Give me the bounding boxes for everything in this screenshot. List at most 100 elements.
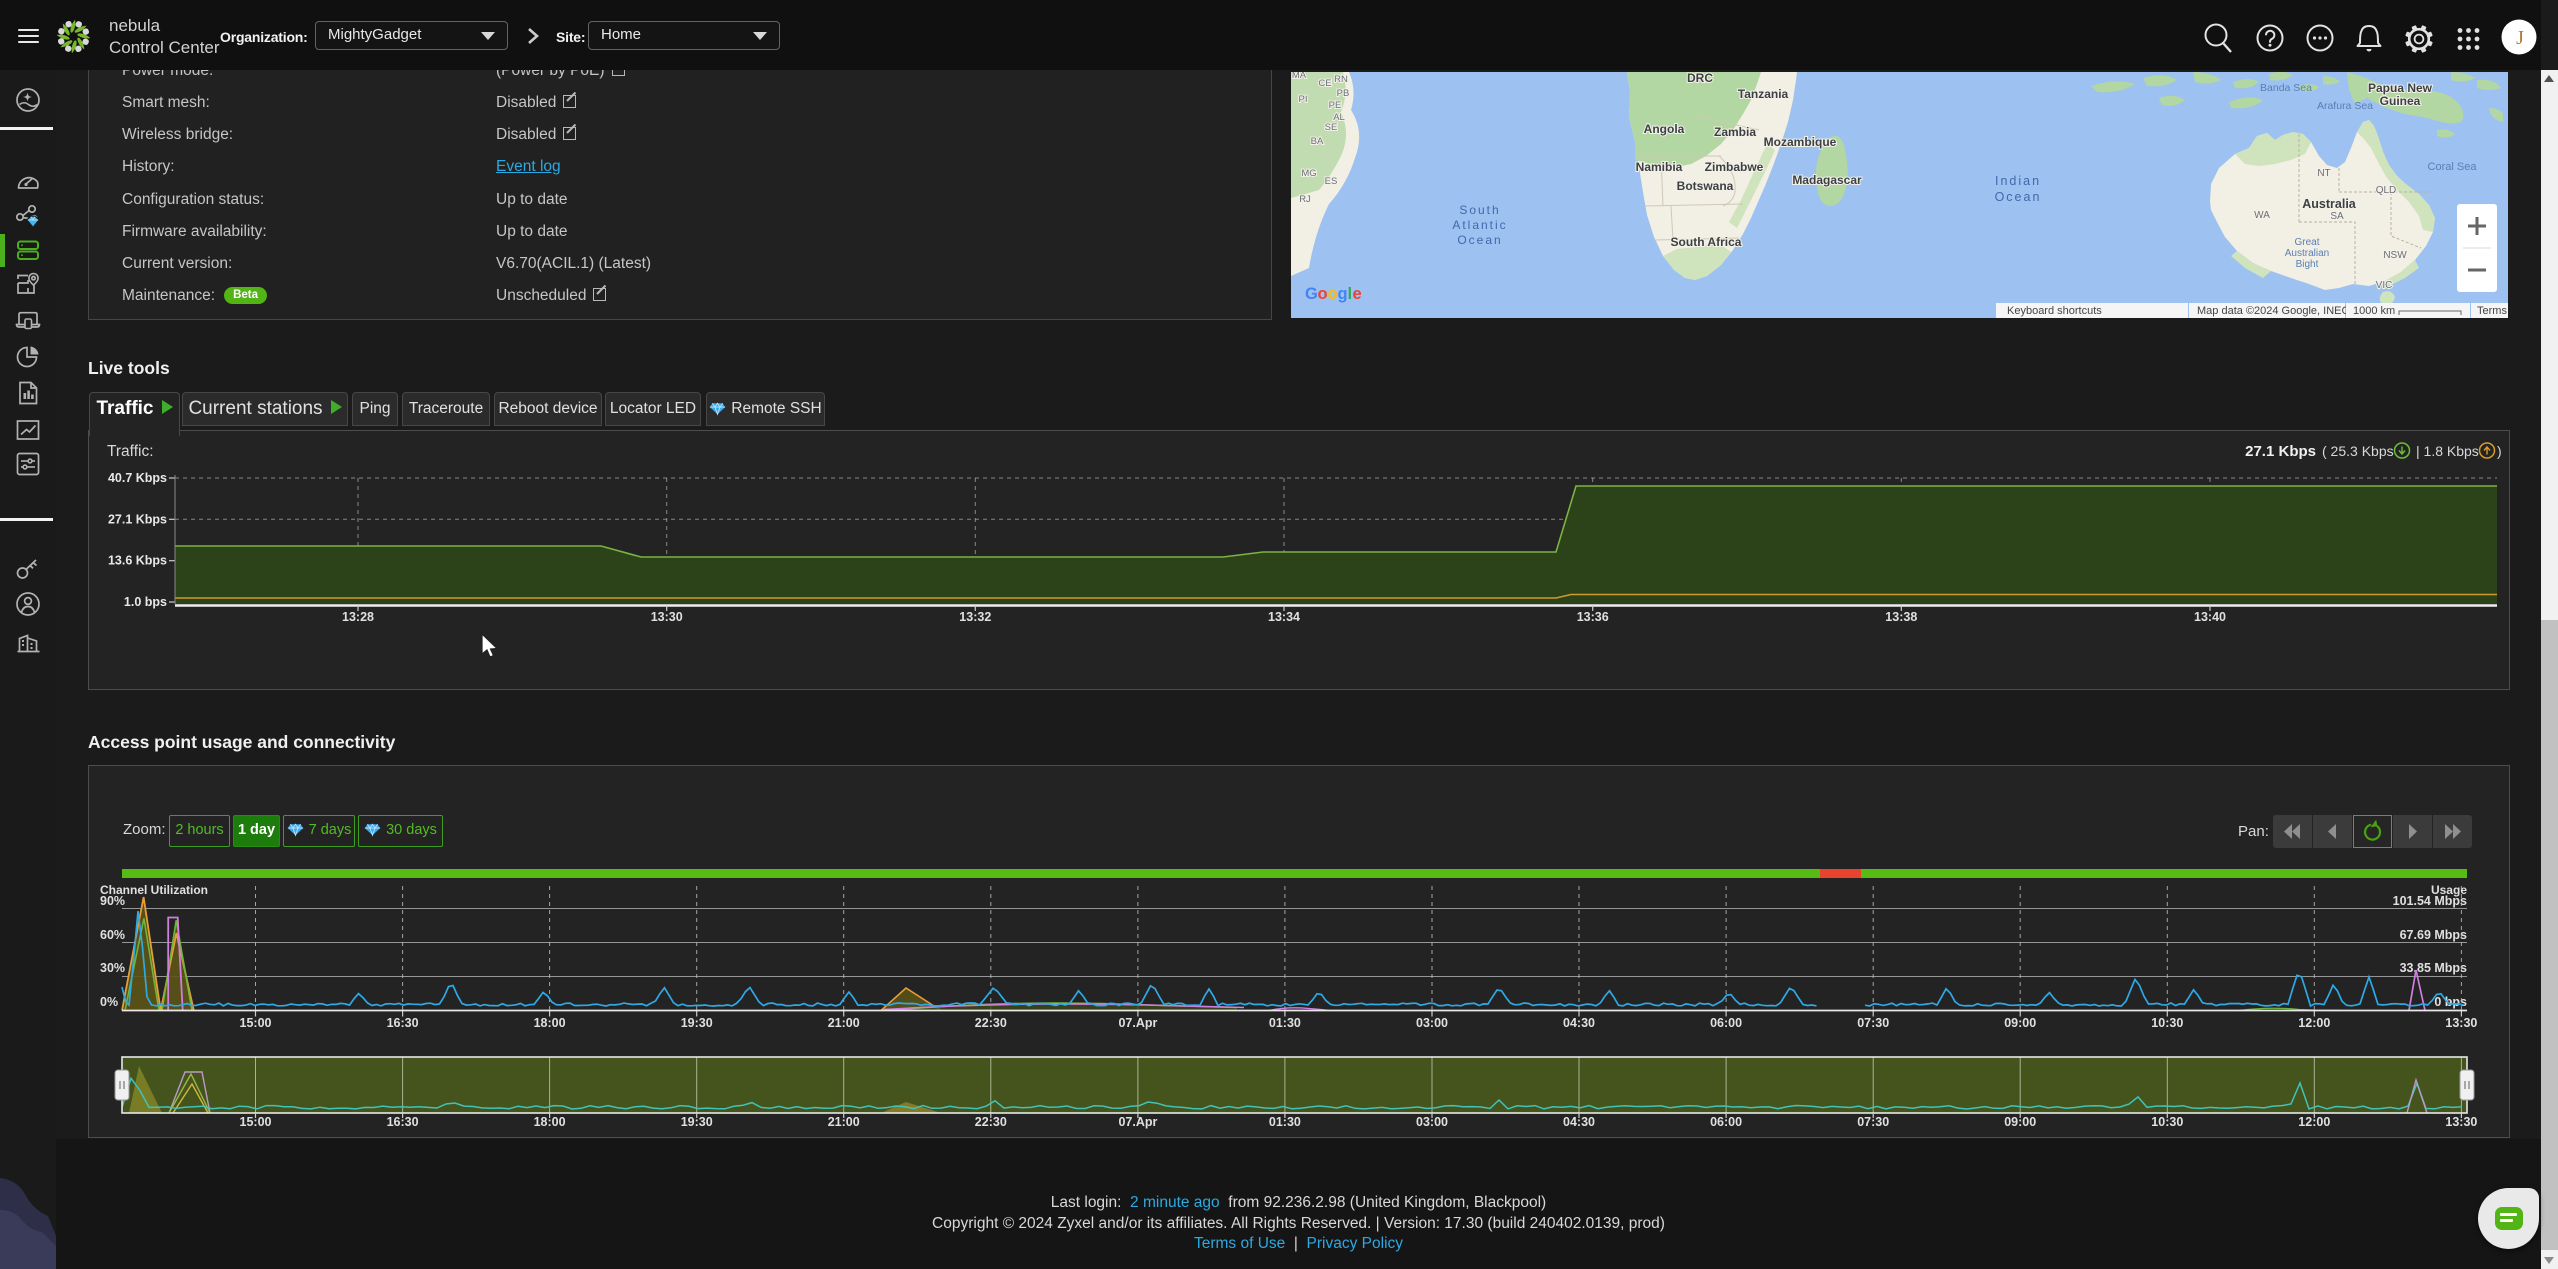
svg-text:J: J xyxy=(2516,27,2524,49)
svg-text:| 1.8 Kbps: | 1.8 Kbps xyxy=(2416,443,2479,459)
svg-text:04:30: 04:30 xyxy=(1563,1016,1595,1030)
svg-text:SA: SA xyxy=(2330,211,2344,222)
svg-text:Mozambique: Mozambique xyxy=(1764,135,1837,149)
svg-text:15:00: 15:00 xyxy=(240,1115,272,1129)
svg-text:101.54 Mbps: 101.54 Mbps xyxy=(2393,894,2467,908)
svg-text:VIC: VIC xyxy=(2376,280,2393,291)
svg-text:13:30: 13:30 xyxy=(651,610,683,624)
svg-text:NSW: NSW xyxy=(2383,250,2407,261)
svg-text:06:00: 06:00 xyxy=(1710,1016,1742,1030)
svg-text:15:00: 15:00 xyxy=(240,1016,272,1030)
svg-text:ES: ES xyxy=(1325,176,1338,187)
svg-text:21:00: 21:00 xyxy=(828,1016,860,1030)
svg-text:Coral Sea: Coral Sea xyxy=(2428,161,2478,173)
svg-text:MG: MG xyxy=(1301,168,1316,179)
svg-text:G: G xyxy=(1305,285,1318,303)
svg-text:12:00: 12:00 xyxy=(2298,1016,2330,1030)
svg-text:06:00: 06:00 xyxy=(1710,1115,1742,1129)
svg-text:30%: 30% xyxy=(100,961,125,975)
svg-text:09:00: 09:00 xyxy=(2004,1115,2036,1129)
svg-text:Papua New: Papua New xyxy=(2368,81,2433,95)
svg-text:18:00: 18:00 xyxy=(534,1016,566,1030)
svg-text:o: o xyxy=(1318,285,1328,303)
svg-text:WA: WA xyxy=(2254,210,2270,221)
svg-text:22:30: 22:30 xyxy=(975,1115,1007,1129)
svg-text:Ocean: Ocean xyxy=(1457,233,1502,247)
svg-text:40.7 Kbps: 40.7 Kbps xyxy=(108,471,167,485)
svg-text:90%: 90% xyxy=(100,894,125,908)
svg-text:Namibia: Namibia xyxy=(1636,160,1683,174)
svg-text:Angola: Angola xyxy=(1644,122,1685,136)
svg-text:13:40: 13:40 xyxy=(2194,610,2226,624)
svg-text:Indian: Indian xyxy=(1995,174,2041,188)
svg-text:RJ: RJ xyxy=(1299,194,1311,205)
svg-text:l: l xyxy=(1348,285,1353,303)
svg-text:01:30: 01:30 xyxy=(1269,1016,1301,1030)
svg-text:13:28: 13:28 xyxy=(342,610,374,624)
svg-text:Botswana: Botswana xyxy=(1677,179,1734,193)
svg-text:04:30: 04:30 xyxy=(1563,1115,1595,1129)
svg-text:Bight: Bight xyxy=(2296,259,2319,270)
svg-text:13.6 Kbps: 13.6 Kbps xyxy=(108,554,167,568)
svg-text:10:30: 10:30 xyxy=(2151,1115,2183,1129)
svg-text:27.1 Kbps: 27.1 Kbps xyxy=(2245,443,2316,460)
svg-text:1.0 bps: 1.0 bps xyxy=(124,595,167,609)
svg-text:16:30: 16:30 xyxy=(387,1016,419,1030)
svg-text:60%: 60% xyxy=(100,928,125,942)
svg-text:Atlantic: Atlantic xyxy=(1452,218,1507,232)
svg-text:03:00: 03:00 xyxy=(1416,1016,1448,1030)
svg-text:Channel Utilization: Channel Utilization xyxy=(100,883,208,897)
svg-text:Tanzania: Tanzania xyxy=(1738,87,1789,101)
svg-text:e: e xyxy=(1353,285,1362,303)
svg-text:AL: AL xyxy=(1333,112,1345,123)
svg-text:Arafura Sea: Arafura Sea xyxy=(2317,100,2373,112)
svg-text:13:36: 13:36 xyxy=(1577,610,1609,624)
svg-text:22:30: 22:30 xyxy=(975,1016,1007,1030)
svg-text:03:00: 03:00 xyxy=(1416,1115,1448,1129)
svg-text:NT: NT xyxy=(2317,168,2330,179)
svg-text:07.Apr: 07.Apr xyxy=(1118,1016,1157,1030)
svg-text:o: o xyxy=(1328,285,1338,303)
svg-text:MA: MA xyxy=(1292,72,1307,81)
svg-text:19:30: 19:30 xyxy=(681,1115,713,1129)
svg-text:Zambia: Zambia xyxy=(1714,125,1756,139)
svg-text:QLD: QLD xyxy=(2376,185,2397,196)
svg-text:13:30: 13:30 xyxy=(2445,1016,2477,1030)
svg-text:07:30: 07:30 xyxy=(1857,1115,1889,1129)
svg-text:09:00: 09:00 xyxy=(2004,1016,2036,1030)
svg-text:33.85 Mbps: 33.85 Mbps xyxy=(2400,961,2467,975)
svg-text:PE: PE xyxy=(1329,100,1342,111)
svg-text:13:30: 13:30 xyxy=(2445,1115,2477,1129)
svg-text:PI: PI xyxy=(1299,94,1308,105)
svg-text:10:30: 10:30 xyxy=(2151,1016,2183,1030)
svg-text:Map data ©2024 Google, INEGI: Map data ©2024 Google, INEGI xyxy=(2197,305,2353,317)
svg-text:13:32: 13:32 xyxy=(959,610,991,624)
svg-text:Usage: Usage xyxy=(2431,883,2467,897)
svg-text:Keyboard shortcuts: Keyboard shortcuts xyxy=(2007,305,2102,317)
svg-text:0%: 0% xyxy=(100,995,118,1009)
svg-text:21:00: 21:00 xyxy=(828,1115,860,1129)
svg-text:DRC: DRC xyxy=(1687,72,1713,85)
svg-text:( 25.3 Kbps: ( 25.3 Kbps xyxy=(2322,443,2394,459)
svg-text:South Africa: South Africa xyxy=(1671,235,1742,249)
svg-text:07:30: 07:30 xyxy=(1857,1016,1889,1030)
svg-text:19:30: 19:30 xyxy=(681,1016,713,1030)
svg-text:CE: CE xyxy=(1318,78,1331,89)
svg-text:Australian: Australian xyxy=(2285,248,2329,259)
svg-text:13:34: 13:34 xyxy=(1268,610,1300,624)
svg-text:South: South xyxy=(1459,203,1500,217)
svg-text:67.69 Mbps: 67.69 Mbps xyxy=(2400,928,2467,942)
svg-text:Madagascar: Madagascar xyxy=(1792,173,1862,187)
svg-text:13:38: 13:38 xyxy=(1885,610,1917,624)
svg-text:12:00: 12:00 xyxy=(2298,1115,2330,1129)
svg-text:PB: PB xyxy=(1337,88,1350,99)
svg-text:BA: BA xyxy=(1311,136,1324,147)
svg-text:Guinea: Guinea xyxy=(2380,94,2421,108)
svg-text:g: g xyxy=(1338,285,1348,303)
svg-text:07.Apr: 07.Apr xyxy=(1118,1115,1157,1129)
svg-text:Terms: Terms xyxy=(2477,305,2507,317)
svg-text:Zimbabwe: Zimbabwe xyxy=(1705,160,1764,174)
svg-text:Great: Great xyxy=(2294,237,2319,248)
svg-text:16:30: 16:30 xyxy=(387,1115,419,1129)
svg-text:Banda Sea: Banda Sea xyxy=(2260,82,2312,94)
